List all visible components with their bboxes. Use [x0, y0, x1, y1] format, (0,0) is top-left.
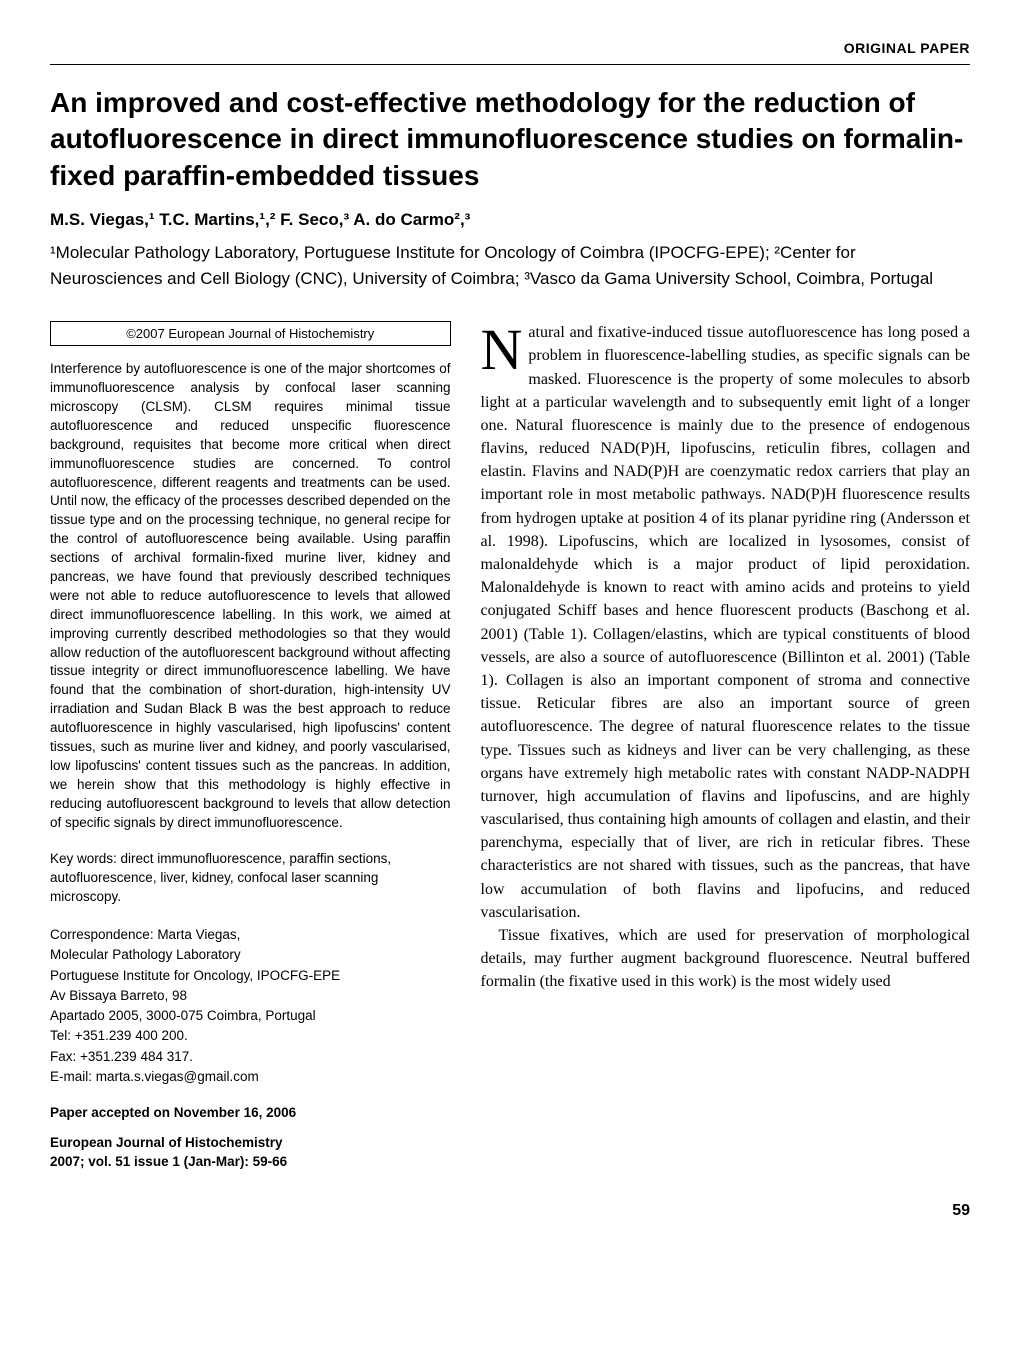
accepted-date: Paper accepted on November 16, 2006	[50, 1105, 451, 1120]
body-text: Natural and fixative-induced tissue auto…	[481, 321, 971, 993]
affiliations: ¹Molecular Pathology Laboratory, Portugu…	[50, 240, 970, 291]
correspondence-line: Portuguese Institute for Oncology, IPOCF…	[50, 966, 451, 986]
correspondence-line: E-mail: marta.s.viegas@gmail.com	[50, 1067, 451, 1087]
keywords-text: Key words: direct immunofluorescence, pa…	[50, 850, 451, 907]
dropcap-letter: N	[481, 321, 529, 374]
journal-citation: 2007; vol. 51 issue 1 (Jan-Mar): 59-66	[50, 1153, 451, 1172]
section-label: ORIGINAL PAPER	[50, 40, 970, 56]
copyright-notice: ©2007 European Journal of Histochemistry	[50, 321, 451, 346]
correspondence-line: Fax: +351.239 484 317.	[50, 1047, 451, 1067]
correspondence-line: Tel: +351.239 400 200.	[50, 1026, 451, 1046]
divider-line	[50, 64, 970, 65]
journal-name: European Journal of Histochemistry	[50, 1134, 451, 1153]
body-paragraph-1: Natural and fixative-induced tissue auto…	[481, 321, 971, 924]
correspondence-line: Av Bissaya Barreto, 98	[50, 986, 451, 1006]
authors-list: M.S. Viegas,¹ T.C. Martins,¹,² F. Seco,³…	[50, 210, 970, 230]
left-column: ©2007 European Journal of Histochemistry…	[50, 321, 451, 1172]
correspondence-label: Correspondence: Marta Viegas,	[50, 925, 451, 945]
right-column: Natural and fixative-induced tissue auto…	[481, 321, 971, 1172]
abstract-text: Interference by autofluorescence is one …	[50, 360, 451, 832]
body-para1-text: atural and fixative-induced tissue autof…	[481, 324, 971, 921]
correspondence-line: Apartado 2005, 3000-075 Coimbra, Portuga…	[50, 1006, 451, 1026]
page-number: 59	[50, 1202, 970, 1220]
body-paragraph-2: Tissue fixatives, which are used for pre…	[481, 924, 971, 994]
article-title: An improved and cost-effective methodolo…	[50, 85, 970, 194]
correspondence-line: Molecular Pathology Laboratory	[50, 945, 451, 965]
correspondence-block: Correspondence: Marta Viegas, Molecular …	[50, 925, 451, 1087]
journal-info: European Journal of Histochemistry 2007;…	[50, 1134, 451, 1172]
two-column-layout: ©2007 European Journal of Histochemistry…	[50, 321, 970, 1172]
